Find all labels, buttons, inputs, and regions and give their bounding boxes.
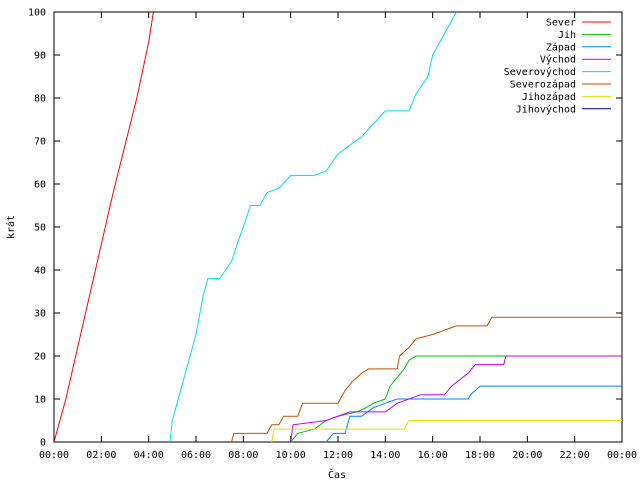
x-tick-label: 16:00 [418,450,448,461]
series-layer [54,12,622,442]
series-line-4 [169,12,457,442]
y-tick-label: 50 [34,223,46,234]
y-tick-label: 70 [34,137,46,148]
x-tick-label: 00:00 [39,450,69,461]
y-tick-label: 90 [34,51,46,62]
legend-label: Severovýchod [504,66,576,78]
series-line-6 [271,420,622,442]
series-line-0 [54,12,154,442]
x-tick-label: 04:00 [134,450,164,461]
x-axis-label: Čas [328,468,346,480]
x-tick-label: 00:00 [607,450,637,461]
y-tick-label: 30 [34,309,46,320]
legend-label: Jihozápad [522,91,576,103]
series-line-5 [231,316,622,442]
y-tick-label: 0 [40,438,46,449]
y-axis-label: krát [5,215,17,239]
y-tick-label: 10 [34,395,46,406]
x-tick-label: 10:00 [276,450,306,461]
series-line-3 [290,355,622,442]
x-tick-label: 12:00 [323,450,353,461]
x-tick-label: 06:00 [181,450,211,461]
x-tick-label: 14:00 [370,450,400,461]
y-tick-label: 100 [28,8,46,19]
x-tick-label: 20:00 [512,450,542,461]
legend-label: Severozápad [510,79,576,91]
x-tick-label: 08:00 [228,450,258,461]
legend-label: Sever [546,18,576,29]
x-tick-label: 02:00 [86,450,116,461]
y-tick-label: 60 [34,180,46,191]
axis-ticks: 0 10 20 30 40 50 60 70 80 90 100 00:00 02:00 04:00 06:… [28,8,637,462]
series-line-2 [325,385,622,442]
y-tick-label: 40 [34,266,46,277]
legend-label: Východ [540,54,576,66]
x-tick-label: 18:00 [465,450,495,461]
legend-label: Jihovýchod [516,103,576,115]
y-tick-label: 20 [34,352,46,363]
legend: SeverJihZápadVýchodSeverovýchodSeverozáp… [504,18,611,115]
legend-label: Západ [546,41,576,53]
series-line-1 [290,355,622,442]
x-tick-label: 22:00 [560,450,590,461]
legend-label: Jih [558,30,576,41]
y-tick-label: 80 [34,94,46,105]
